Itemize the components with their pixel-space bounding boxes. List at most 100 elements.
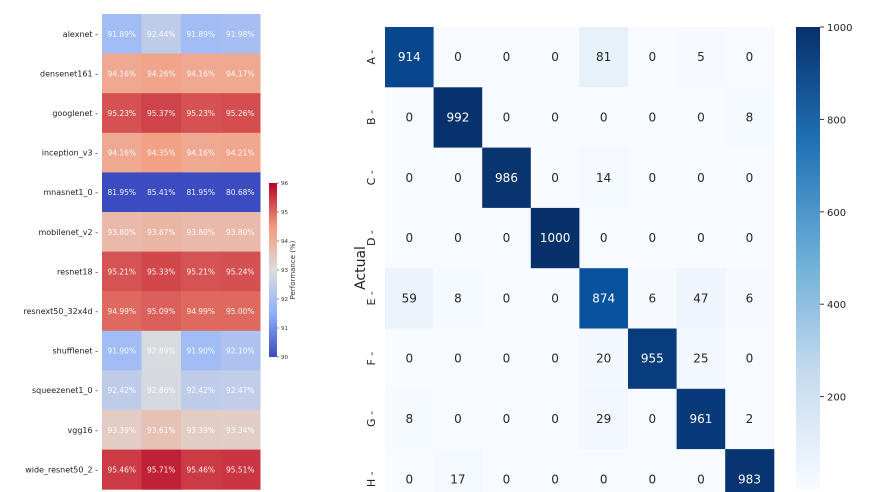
matrix-cell <box>482 449 532 492</box>
heatmap-cell <box>220 53 261 94</box>
matrix-cell <box>433 87 483 149</box>
matrix-cell <box>530 328 580 390</box>
row-label: E - <box>365 291 378 305</box>
cell-label: 94.17% <box>226 69 255 78</box>
heatmap-cell <box>181 251 221 292</box>
row-label: mobilenet_v2 - <box>38 228 98 237</box>
colorbar-ticks: 90 91 92 93 94 95 96 <box>277 181 288 361</box>
cell-label: 94.99% <box>186 307 215 316</box>
heatmap-row-labels: alexnet - densenet161 - googlenet - incepti… <box>23 30 98 475</box>
heatmap-cell <box>102 370 142 411</box>
cell-value: 955 <box>641 352 664 366</box>
cell-label: 94.99% <box>107 307 136 316</box>
heatmap-cell <box>141 53 182 94</box>
row-label: shufflenet - <box>52 347 98 356</box>
cell-value: 29 <box>596 412 611 426</box>
cell-value: 0 <box>648 171 656 185</box>
heatmap-cell <box>220 14 261 55</box>
cell-value: 0 <box>648 412 656 426</box>
cell-label: 94.16% <box>107 69 136 78</box>
cell-label: 94.16% <box>186 69 215 78</box>
matrix-cell <box>676 27 726 88</box>
heatmap-cell <box>141 212 182 253</box>
cell-value: 5 <box>697 50 705 64</box>
cell-label: 95.37% <box>147 109 176 118</box>
cell-value: 0 <box>551 472 559 486</box>
colorbar-tick-label: 96 <box>281 181 288 187</box>
cell-value: 961 <box>689 412 712 426</box>
cell-label: 94.26% <box>147 69 176 78</box>
matrix-cell <box>628 27 678 88</box>
heatmap-cell <box>102 172 142 213</box>
matrix-cell <box>579 87 629 149</box>
matrix-cell <box>725 207 775 269</box>
heatmap-cell <box>220 172 261 213</box>
heatmap-cell <box>181 330 221 371</box>
matrix-cell <box>482 388 532 450</box>
heatmap-cell <box>141 14 182 55</box>
colorbar-tick-label: 92 <box>281 297 288 303</box>
heatmap-cell <box>181 449 221 490</box>
matrix-cell <box>385 207 435 269</box>
matrix-cell <box>579 449 629 492</box>
heatmap-cell <box>141 370 182 411</box>
row-label: F - <box>365 352 378 366</box>
heatmap-cell <box>220 449 261 490</box>
row-label: inception_v3 - <box>42 149 98 158</box>
cell-value: 0 <box>600 110 608 124</box>
performance-colorbar: 90 91 92 93 94 95 96 Performance (%) <box>269 181 297 361</box>
heatmap-cell <box>220 330 261 371</box>
cell-label: 94.16% <box>186 149 215 158</box>
heatmap-cell <box>141 449 182 490</box>
cell-value: 17 <box>450 472 465 486</box>
row-label: resnext50_32x4d - <box>23 307 98 316</box>
cell-value: 0 <box>503 412 511 426</box>
heatmap-cell <box>141 251 182 292</box>
row-label: alexnet - <box>63 30 98 39</box>
confusion-matrix: 914 0 0 0 81 0 5 0 0 992 0 0 0 0 0 8 0 0 986 0 14 0 0 0 0 0 0 1000 0… <box>353 27 775 492</box>
cell-value: 983 <box>738 472 761 486</box>
cell-value: 0 <box>405 352 413 366</box>
cell-value: 0 <box>551 110 559 124</box>
cell-value: 0 <box>503 231 511 245</box>
matrix-cell <box>676 268 726 329</box>
matrix-cell <box>433 207 483 269</box>
cell-value: 59 <box>402 291 417 305</box>
heatmap-cell <box>181 53 221 94</box>
colorbar-label: Performance (%) <box>289 240 297 299</box>
cell-label: 95.00% <box>226 307 255 316</box>
heatmap-cell <box>220 132 261 173</box>
heatmap-cell <box>102 330 142 371</box>
matrix-cell <box>385 449 435 492</box>
cell-label: 85.41% <box>147 188 176 197</box>
matrix-cell <box>433 27 483 88</box>
colorbar-gradient <box>796 27 820 489</box>
cell-label: 92.89% <box>147 347 176 356</box>
matrix-cell <box>725 268 775 329</box>
heatmap-cell <box>220 212 261 253</box>
colorbar-tick-label: 91 <box>281 326 288 332</box>
matrix-cell <box>579 388 629 450</box>
cell-value: 0 <box>454 50 462 64</box>
cell-value: 1000 <box>540 231 571 245</box>
cell-value: 47 <box>693 291 708 305</box>
colorbar-tick-label: 200 <box>827 393 846 404</box>
matrix-cell <box>530 449 580 492</box>
matrix-cell <box>676 207 726 269</box>
cell-value: 14 <box>596 171 611 185</box>
cell-value: 0 <box>697 472 705 486</box>
cell-label: 93.80% <box>186 228 215 237</box>
matrix-cell <box>579 207 629 269</box>
row-label: resnet18 - <box>57 267 98 276</box>
colorbar-tick-label: 90 <box>281 355 288 361</box>
performance-heatmap: 91.89% 92.44% 91.89% 91.98% 94.16% 94.26% 94.1… <box>23 14 261 490</box>
cell-value: 0 <box>600 231 608 245</box>
heatmap-cell <box>220 93 261 134</box>
cell-value: 0 <box>648 472 656 486</box>
cell-label: 80.68% <box>226 188 255 197</box>
cell-label: 95.71% <box>147 465 176 474</box>
cell-value: 0 <box>454 231 462 245</box>
heatmap-cell <box>102 53 142 94</box>
cell-label: 95.46% <box>107 465 136 474</box>
cell-value: 986 <box>495 171 518 185</box>
